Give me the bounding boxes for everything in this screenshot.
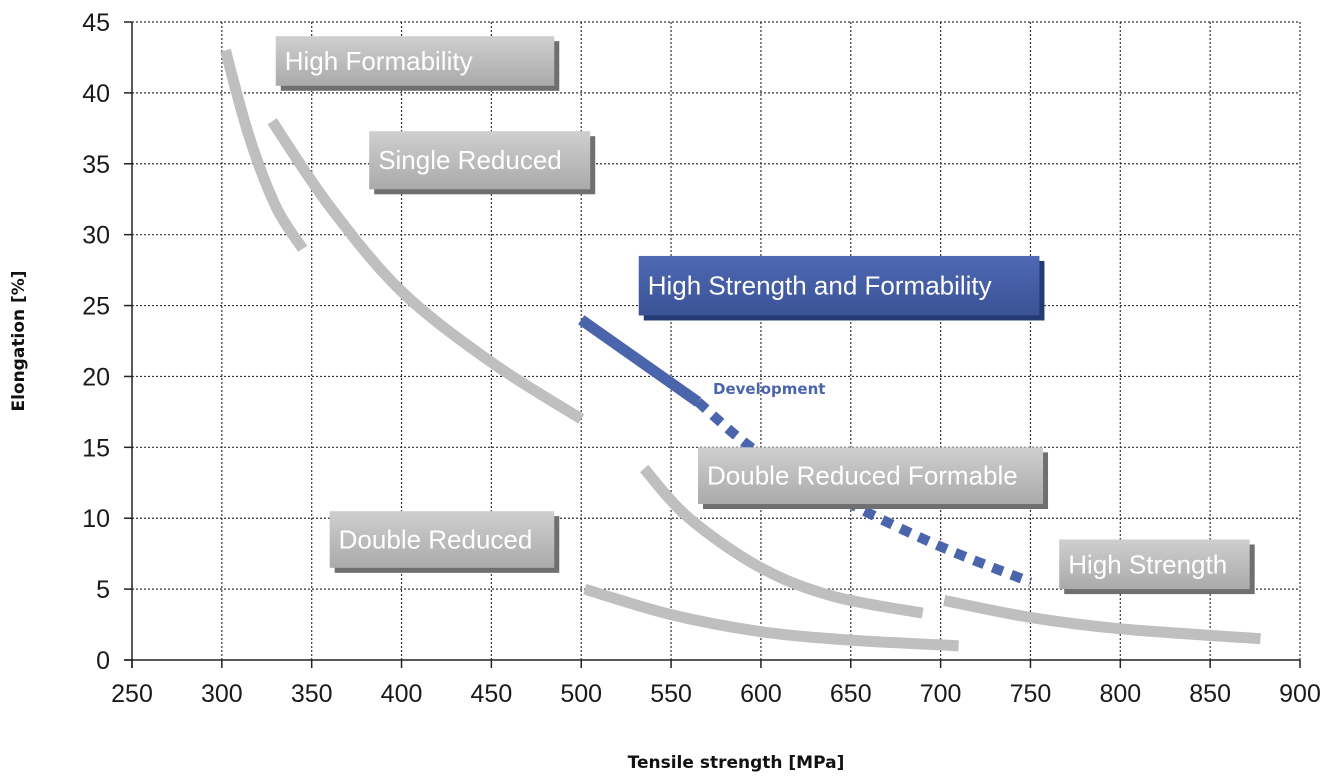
y-tick-label: 20 <box>82 363 110 391</box>
label-box-text: High Strength and Formability <box>648 271 992 301</box>
label-box-text: Double Reduced Formable <box>707 461 1018 491</box>
x-axis-title: Tensile strength [MPa] <box>628 753 845 773</box>
series-line-high-formability <box>220 48 308 252</box>
annotations: Development <box>713 380 825 398</box>
y-tick-label: 25 <box>82 293 110 321</box>
axes: 0 5 10 15 20 25 30 35 40 45 250 300 350 400 450 500 550 6… <box>82 9 1321 708</box>
label-box-face <box>275 36 555 86</box>
series-line-single-reduced <box>267 118 585 424</box>
x-tick-label: 400 <box>381 680 423 708</box>
x-tick-label: 500 <box>560 680 602 708</box>
x-tick-label: 250 <box>111 680 153 708</box>
label-box-text: Double Reduced <box>339 524 533 554</box>
y-tick-label: 5 <box>96 576 110 604</box>
series-line-double-reduced <box>583 583 959 652</box>
series-line-high-strength-and-formability <box>578 315 702 407</box>
label-box-double-reduced: Double Reduced <box>329 511 560 573</box>
label-box-text: High Strength <box>1068 549 1227 579</box>
label-box-face <box>329 511 555 568</box>
series-line-high-strength <box>943 595 1261 645</box>
x-tick-label: 750 <box>1010 680 1052 708</box>
x-tick-label: 600 <box>740 680 782 708</box>
label-box-high-strength: High Strength <box>1059 539 1255 595</box>
gridlines <box>132 21 1301 660</box>
label-box-high-formability: High Formability <box>275 36 560 91</box>
label-box-face <box>369 131 591 190</box>
y-tick-label: 0 <box>96 647 110 675</box>
label-box-text: High Formability <box>285 46 473 76</box>
label-box-single-reduced: Single Reduced <box>369 131 596 195</box>
x-tick-label: 700 <box>920 680 962 708</box>
label-boxes: High Formability Single Reduced High Stren… <box>275 36 1255 595</box>
label-box-text: Single Reduced <box>378 145 562 175</box>
label-box-face <box>1059 539 1250 590</box>
label-box-double-reduced-formable: Double Reduced Formable <box>698 447 1049 510</box>
label-box-high-strength-and-formability: High Strength and Formability <box>638 255 1045 321</box>
y-tick-label: 15 <box>82 434 110 462</box>
x-tick-label: 800 <box>1099 680 1141 708</box>
x-tick-label: 350 <box>291 680 333 708</box>
y-tick-label: 45 <box>82 9 110 37</box>
y-tick-label: 10 <box>82 505 110 533</box>
label-box-face <box>698 447 1044 505</box>
y-tick-label: 40 <box>82 80 110 108</box>
x-tick-label: 300 <box>201 680 243 708</box>
y-axis-title: Elongation [%] <box>9 270 29 411</box>
y-tick-label: 30 <box>82 222 110 250</box>
x-tick-label: 900 <box>1279 680 1321 708</box>
x-tick-label: 650 <box>830 680 872 708</box>
x-tick-label: 450 <box>471 680 513 708</box>
series-line-double-reduced-formable <box>639 464 924 619</box>
x-tick-label: 550 <box>650 680 692 708</box>
label-box-face <box>638 255 1040 316</box>
annotation-development: Development <box>713 380 825 398</box>
y-tick-label: 35 <box>82 151 110 179</box>
x-tick-label: 850 <box>1189 680 1231 708</box>
